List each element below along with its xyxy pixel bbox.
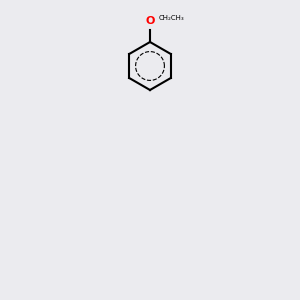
Text: CH₂CH₃: CH₂CH₃: [159, 14, 184, 20]
Text: O: O: [145, 16, 155, 26]
